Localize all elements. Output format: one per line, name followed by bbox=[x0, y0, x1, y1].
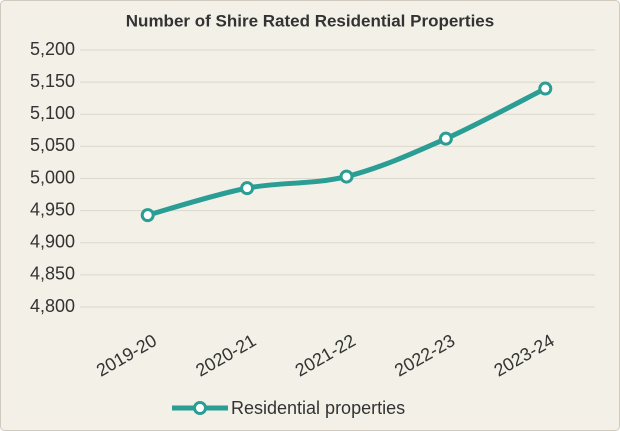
y-tick-label: 5,150 bbox=[30, 71, 75, 91]
y-tick-label: 4,900 bbox=[30, 232, 75, 252]
y-tick-label: 4,850 bbox=[30, 264, 75, 284]
data-point bbox=[240, 181, 255, 196]
chart-title: Number of Shire Rated Residential Proper… bbox=[126, 11, 494, 30]
legend-label: Residential properties bbox=[231, 398, 405, 418]
data-point bbox=[339, 169, 354, 184]
y-tick-label: 4,800 bbox=[30, 296, 75, 316]
y-tick-label: 5,000 bbox=[30, 167, 75, 187]
data-point bbox=[438, 131, 453, 146]
y-tick-label: 5,100 bbox=[30, 103, 75, 123]
data-point bbox=[538, 81, 553, 96]
data-point bbox=[140, 208, 155, 223]
y-tick-label: 5,050 bbox=[30, 135, 75, 155]
legend-marker bbox=[193, 401, 207, 415]
y-tick-label: 5,200 bbox=[30, 39, 75, 59]
y-tick-label: 4,950 bbox=[30, 199, 75, 219]
